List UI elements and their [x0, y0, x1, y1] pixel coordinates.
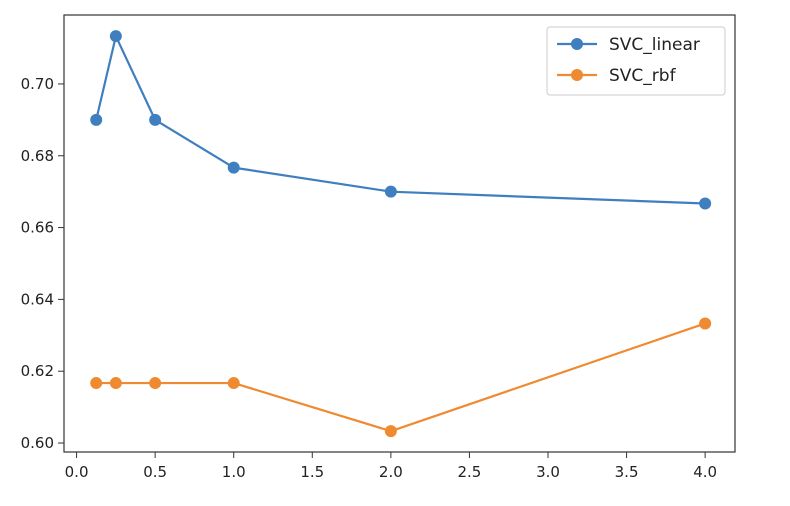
series-svc-rbf — [90, 317, 712, 438]
data-point-svc-linear — [90, 113, 103, 126]
series-svc-linear — [90, 30, 712, 210]
data-point-svc-linear — [227, 161, 240, 174]
data-point-svc-linear — [699, 197, 712, 210]
x-tick-label: 1.0 — [222, 463, 246, 481]
data-point-svc-linear — [109, 30, 122, 43]
x-axis: 0.0 0.5 1.0 1.5 2.0 2.5 3.0 3.5 4.0 — [65, 452, 717, 481]
x-tick-label: 1.5 — [300, 463, 324, 481]
legend-label: SVC_linear — [609, 35, 700, 55]
series-line-svc-linear — [95, 35, 706, 205]
series-layer — [90, 30, 712, 438]
data-point-svc-rbf — [90, 377, 103, 390]
legend-label: SVC_rbf — [609, 66, 677, 86]
legend: SVC_linear SVC_rbf — [546, 26, 726, 96]
y-tick-label: 0.64 — [21, 290, 54, 308]
data-point-svc-linear — [149, 113, 162, 126]
y-tick-label: 0.60 — [21, 434, 54, 452]
x-tick-label: 4.0 — [693, 463, 717, 481]
data-point-svc-rbf — [109, 377, 122, 390]
x-tick-label: 3.0 — [536, 463, 560, 481]
y-tick-label: 0.68 — [21, 147, 54, 165]
data-point-svc-rbf — [227, 377, 240, 390]
legend-marker — [571, 38, 583, 50]
x-tick-label: 0.5 — [143, 463, 167, 481]
data-point-svc-rbf — [384, 425, 397, 438]
legend-item-svc-linear: SVC_linear — [557, 35, 700, 55]
x-tick-label: 2.0 — [379, 463, 403, 481]
y-tick-label: 0.70 — [21, 75, 54, 93]
y-axis: 0.60 0.62 0.64 0.66 0.68 0.70 — [21, 75, 64, 452]
data-point-svc-rbf — [699, 317, 712, 330]
y-tick-label: 0.66 — [21, 219, 54, 237]
data-point-svc-rbf — [149, 377, 162, 390]
x-tick-label: 2.5 — [457, 463, 481, 481]
x-tick-label: 3.5 — [615, 463, 639, 481]
y-tick-label: 0.62 — [21, 362, 54, 380]
x-tick-label: 0.0 — [65, 463, 89, 481]
legend-item-svc-rbf: SVC_rbf — [557, 66, 677, 86]
data-point-svc-linear — [384, 185, 397, 198]
legend-marker — [571, 69, 583, 81]
